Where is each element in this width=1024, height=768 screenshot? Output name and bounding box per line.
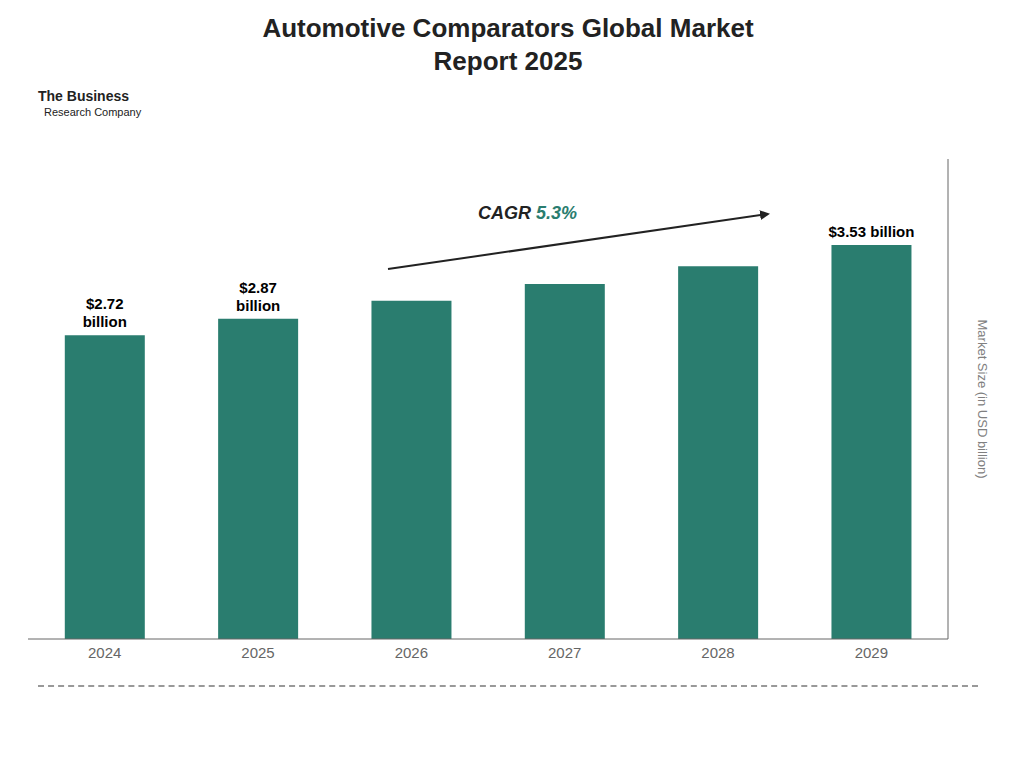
html-text:Automotive Comparators Global: Automotive Comparators Global Market Rep… <box>262 13 754 76</box>
svg-text:2029: 2029 <box>855 644 888 661</box>
svg-text:CAGR 5.3%: CAGR 5.3% <box>478 203 577 223</box>
svg-text:$2.87billion: $2.87billion <box>236 279 280 314</box>
html-text:The Business: The Business <box>38 88 129 104</box>
svg-text:2026: 2026 <box>395 644 428 661</box>
svg-text:2028: 2028 <box>701 644 734 661</box>
svg-text:$3.53 billion: $3.53 billion <box>829 223 915 240</box>
svg-text:$2.72billion: $2.72billion <box>83 296 127 331</box>
svg-text:2025: 2025 <box>241 644 274 661</box>
svg-text:Market Size (in USD billion): Market Size (in USD billion) <box>975 320 990 479</box>
svg-text:2027: 2027 <box>548 644 581 661</box>
svg-text:2024: 2024 <box>88 644 121 661</box>
html-text:Research Company: Research Company <box>44 106 142 119</box>
